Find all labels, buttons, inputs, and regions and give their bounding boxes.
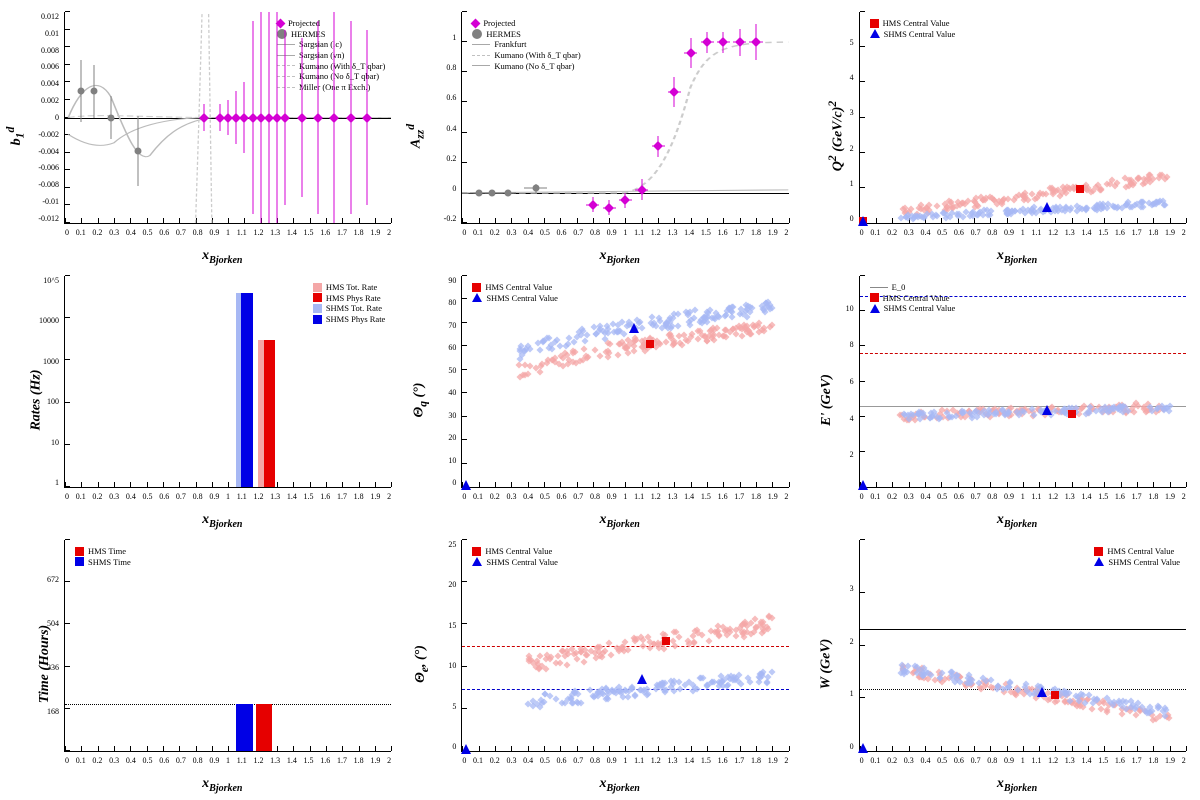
panel-thetae: 00.10.20.30.40.50.60.70.80.911.11.21.31.…: [403, 534, 796, 794]
xlabel: xBjorken: [599, 776, 639, 794]
xlabel: xBjorken: [997, 512, 1037, 530]
panel-time: 00.10.20.30.40.50.60.70.80.911.11.21.31.…: [6, 534, 399, 794]
legend: HMS Central ValueSHMS Central Value: [1092, 544, 1182, 569]
xlabel: xBjorken: [997, 248, 1037, 266]
legend: HMS Central ValueSHMS Central Value: [470, 544, 560, 569]
panel-azz: 00.10.20.30.40.50.60.70.80.911.11.21.31.…: [403, 6, 796, 266]
ylabel: E' (GeV): [819, 374, 835, 426]
legend: HMS Tot. RateHMS Phys RateSHMS Tot. Rate…: [311, 280, 388, 327]
panel-rates: 00.10.20.30.40.50.60.70.80.911.11.21.31.…: [6, 270, 399, 530]
xlabel: xBjorken: [599, 512, 639, 530]
ylabel: Θq (°): [412, 383, 430, 418]
xlabel: xBjorken: [599, 248, 639, 266]
ylabel: Θe, (°): [413, 645, 431, 683]
ylabel: Q2 (GeV/c)2: [826, 101, 847, 171]
legend: E_0HMS Central ValueSHMS Central Value: [868, 280, 958, 316]
ylabel: Rates (Hz): [29, 369, 45, 430]
xlabel: xBjorken: [202, 776, 242, 794]
xlabel: xBjorken: [202, 512, 242, 530]
panel-q2: 00.10.20.30.40.50.60.70.80.911.11.21.31.…: [801, 6, 1194, 266]
ylabel: Azzd: [404, 124, 426, 148]
legend: HMS TimeSHMS Time: [73, 544, 133, 569]
panel-eprime: 00.10.20.30.40.50.60.70.80.911.11.21.31.…: [801, 270, 1194, 530]
panel-b1d: 00.10.20.30.40.50.60.70.80.911.11.21.31.…: [6, 6, 399, 266]
ylabel: Time (Hours): [37, 625, 53, 703]
xlabel: xBjorken: [202, 248, 242, 266]
panel-thetaq: 00.10.20.30.40.50.60.70.80.911.11.21.31.…: [403, 270, 796, 530]
legend: HMS Central ValueSHMS Central Value: [470, 280, 560, 305]
ylabel: W (GeV): [818, 639, 834, 690]
legend: HMS Central ValueSHMS Central Value: [868, 16, 958, 41]
xlabel: xBjorken: [997, 776, 1037, 794]
ylabel: b1d: [4, 127, 26, 146]
plot-grid: 00.10.20.30.40.50.60.70.80.911.11.21.31.…: [0, 0, 1200, 800]
panel-w: 00.10.20.30.40.50.60.70.80.911.11.21.31.…: [801, 534, 1194, 794]
